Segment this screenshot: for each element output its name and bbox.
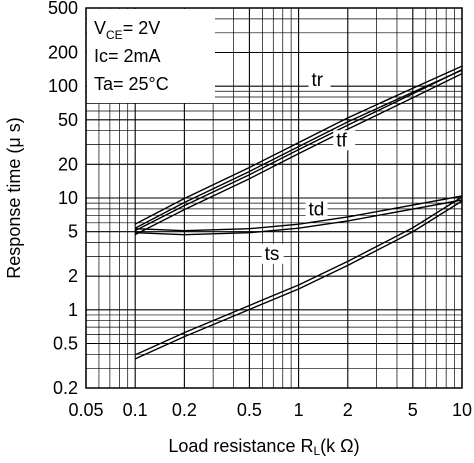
y-tick-label: 0.2 [53, 378, 78, 398]
y-tick-label: 0.5 [53, 333, 78, 353]
series-tr-label-bg [308, 70, 331, 91]
x-axis-label-subscript: L [313, 444, 320, 458]
series-tf-line-lower [134, 72, 463, 236]
plot-frame [85, 7, 463, 389]
x-tick-label: 0.1 [123, 400, 148, 420]
x-axis-label-main: Load resistance R [168, 436, 313, 456]
series-ts-line-upper [134, 196, 463, 356]
series-ts: ts [134, 196, 463, 360]
x-tick-label: 0.5 [237, 400, 262, 420]
x-axis-label-unit: (k Ω) [320, 436, 359, 456]
series-ts-label: ts [265, 244, 280, 265]
condition-vce: VCE= 2V [94, 18, 160, 42]
x-tick-label: 2 [343, 400, 353, 420]
y-tick-label: 100 [48, 76, 78, 96]
series-td-label-bg [305, 199, 328, 220]
x-tick-label: 0.05 [68, 400, 103, 420]
y-tick-label: 1 [68, 300, 78, 320]
series-tr-line-upper [134, 65, 463, 225]
y-tick-label: 2 [68, 266, 78, 286]
condition-vce-symbol: V [94, 18, 106, 38]
series-tf: tf [134, 68, 463, 236]
conditions-box [87, 9, 215, 103]
series-ts-line-lower [134, 200, 463, 360]
y-tick-label: 200 [48, 43, 78, 63]
condition-vce-subscript: CE [106, 28, 123, 42]
condition-vce-value: = 2V [123, 18, 161, 38]
x-axis-label: Load resistance RL(k Ω) [168, 436, 359, 458]
series-tf-label-bg [333, 130, 356, 151]
x-tick-label: 5 [408, 400, 418, 420]
y-tick-label: 10 [58, 188, 78, 208]
y-axis-label: Response time (μ s) [4, 117, 24, 278]
series-tf-line-upper [134, 68, 463, 232]
x-tick-label: 1 [294, 400, 304, 420]
series-td-label: td [309, 199, 325, 220]
series-ts-label-bg [261, 243, 284, 264]
tick-labels: 0.05 0.1 0.2 0.5 1 2 5 10 0.2 0.5 1 2 5 10 20 50 100 200 5… [48, 0, 472, 420]
series-td-line-lower [135, 199, 463, 236]
y-tick-label: 500 [48, 0, 78, 18]
x-tick-label: 10 [452, 400, 472, 420]
series-tr-line-lower [134, 69, 463, 229]
y-tick-label: 5 [68, 222, 78, 242]
series-td-line-upper [135, 195, 463, 232]
series-tr: tr [134, 65, 463, 229]
condition-ta: Ta= 25°C [94, 74, 169, 94]
series-td: td [135, 195, 463, 236]
series-tf-label: tf [336, 130, 347, 151]
y-tick-label: 50 [58, 110, 78, 130]
y-tick-label: 20 [58, 154, 78, 174]
condition-ic: Ic= 2mA [94, 46, 161, 66]
series-tr-label: tr [312, 70, 324, 91]
x-tick-label: 0.2 [172, 400, 197, 420]
series-layer: tr tf td ts [134, 65, 463, 360]
